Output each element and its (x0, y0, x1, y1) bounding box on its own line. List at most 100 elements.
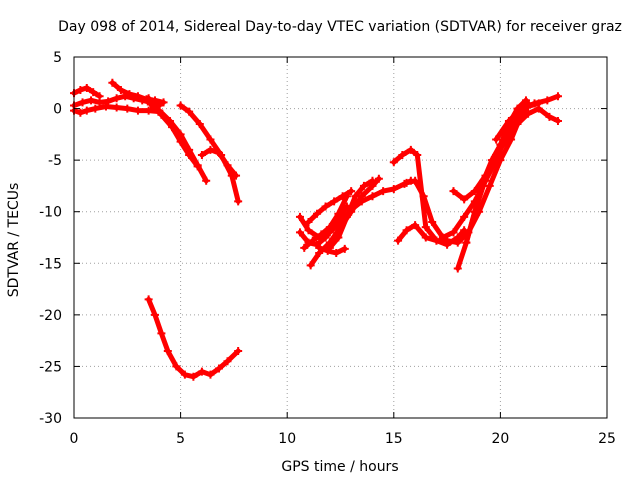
data-point (144, 94, 153, 103)
data-point (553, 116, 562, 125)
data-point (185, 107, 194, 116)
data-point (321, 202, 330, 211)
data-point (234, 346, 243, 355)
data-point (157, 110, 166, 119)
data-point (78, 98, 87, 107)
data-point (545, 112, 554, 121)
data-point (206, 145, 215, 154)
data-point (206, 370, 215, 379)
data-point (313, 209, 322, 218)
data-point (368, 192, 377, 201)
data-point (334, 209, 343, 218)
data-point (460, 226, 469, 235)
data-point (340, 244, 349, 253)
data-point (504, 116, 513, 125)
data-point (214, 148, 223, 157)
series-line-arc-16 (301, 193, 350, 251)
data-point (413, 150, 422, 159)
data-point (176, 137, 185, 146)
data-point (481, 176, 490, 185)
y-tick-label: -5 (48, 153, 62, 169)
data-point (421, 233, 430, 242)
data-point (449, 187, 458, 196)
x-tick-label: 0 (70, 431, 79, 447)
data-point (406, 145, 415, 154)
data-point (389, 158, 398, 167)
series-line-arc-15 (316, 245, 348, 256)
data-point (553, 92, 562, 101)
data-point (232, 171, 241, 180)
data-point (89, 88, 98, 97)
data-point (104, 97, 113, 106)
data-point (195, 120, 204, 129)
series-line-arc-23 (404, 100, 542, 240)
data-point (398, 150, 407, 159)
data-point (206, 135, 215, 144)
data-point (389, 185, 398, 194)
data-point (176, 101, 185, 110)
data-point (342, 192, 351, 201)
data-point (295, 228, 304, 237)
data-point (101, 102, 110, 111)
data-point (342, 212, 351, 221)
data-point (330, 197, 339, 206)
data-point (402, 226, 411, 235)
data-point (521, 96, 530, 105)
x-tick-labels: 0 5 10 15 20 25 (70, 431, 616, 447)
data-point (151, 310, 160, 319)
data-point (394, 236, 403, 245)
data-point (419, 192, 428, 201)
data-point (146, 100, 155, 109)
data-point (112, 103, 121, 112)
data-point (234, 197, 243, 206)
y-tick-label: -15 (39, 256, 62, 272)
data-point (438, 233, 447, 242)
data-point (295, 212, 304, 221)
data-point (223, 357, 232, 366)
x-tick-label: 15 (385, 431, 403, 447)
data-point (513, 114, 522, 123)
y-tick-label: 5 (53, 50, 62, 66)
data-point (112, 94, 121, 103)
data-point (449, 228, 458, 237)
data-point (317, 230, 326, 239)
data-point (534, 99, 543, 108)
series-line-arc-6 (148, 101, 201, 169)
data-point (144, 106, 153, 115)
data-point (144, 295, 153, 304)
data-point (524, 102, 533, 111)
tick-marks (73, 56, 608, 419)
data-point (359, 181, 368, 190)
data-point (76, 108, 85, 117)
data-point (168, 123, 177, 132)
data-point (325, 223, 334, 232)
data-point (193, 162, 202, 171)
x-tick-label: 25 (598, 431, 616, 447)
chart-title: Day 098 of 2014, Sidereal Day-to-day VTE… (58, 19, 622, 35)
data-point (443, 240, 452, 249)
data-point (223, 161, 232, 170)
y-axis-label: SDTVAR / TECUs (6, 183, 22, 298)
data-point (214, 364, 223, 373)
y-tick-label: -25 (39, 359, 62, 375)
data-point (460, 195, 469, 204)
series-group (70, 78, 562, 381)
data-point (351, 192, 360, 201)
data-point (197, 150, 206, 159)
data-point (116, 86, 125, 95)
data-point (180, 370, 189, 379)
x-tick-label: 10 (278, 431, 296, 447)
data-point (502, 130, 511, 139)
data-point (133, 92, 142, 101)
data-point (470, 207, 479, 216)
data-point (159, 98, 168, 107)
data-point (197, 367, 206, 376)
data-point (82, 106, 91, 115)
data-point (470, 197, 479, 206)
data-point (308, 236, 317, 245)
data-point (108, 78, 117, 87)
data-point (315, 243, 324, 252)
data-point (374, 174, 383, 183)
series-line-arc-11 (297, 204, 350, 248)
